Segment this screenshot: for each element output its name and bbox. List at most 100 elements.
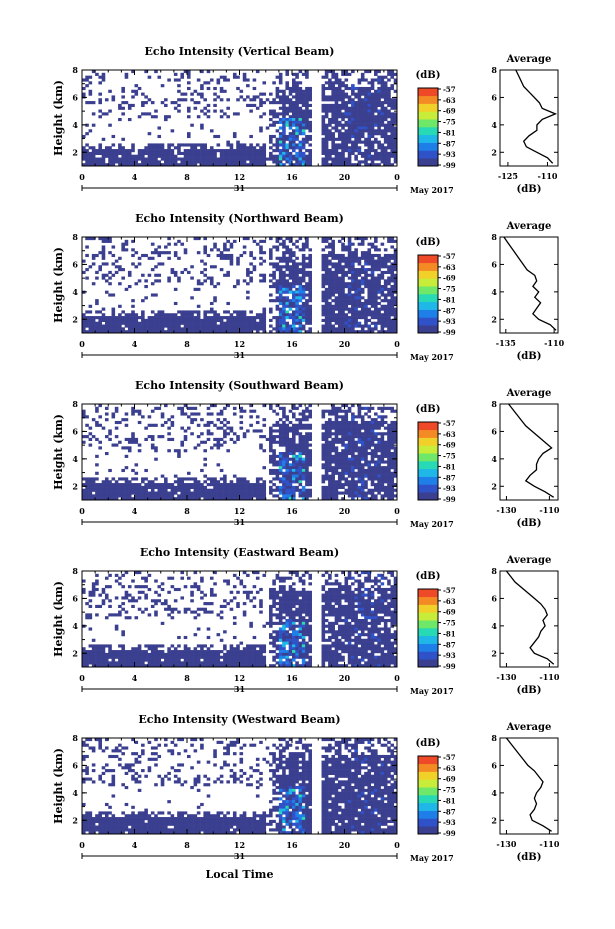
heatmap-cell [229,262,234,266]
heatmap-cell [334,290,339,294]
heatmap-cell [387,157,391,161]
heatmap-cell [88,92,93,96]
heatmap-cell [124,437,129,441]
heatmap-cell [380,480,385,484]
heatmap-cell [331,265,335,269]
heatmap-cell [282,163,286,167]
heatmap-cell [288,92,293,96]
heatmap-cell [370,273,375,277]
heatmap-cell [374,259,378,263]
heatmap-cell [295,318,299,322]
heatmap-cell [328,301,332,306]
heatmap-cell [347,282,352,286]
heatmap-cell [249,409,253,413]
heatmap-cell [255,415,260,419]
heatmap-cell [278,287,283,291]
heatmap-cell [321,109,326,113]
heatmap-cell [377,282,381,286]
heatmap-cell [150,443,155,447]
heatmap-cell [347,480,352,484]
heatmap-cell [124,497,129,501]
heatmap-cell [282,126,286,130]
heatmap-cell [275,149,280,153]
heatmap-cell [374,132,378,136]
heatmap-cell [383,285,388,289]
heatmap-cell [121,477,125,481]
heatmap-cell [278,154,283,158]
heatmap-cell [331,318,335,322]
heatmap-cell [334,101,339,105]
heatmap-cell [170,149,175,153]
heatmap-cell [377,273,381,277]
heatmap-cell [344,103,349,107]
colorbar-swatch [418,255,438,264]
heatmap-cell [170,423,175,427]
heatmap-cell [144,253,148,258]
heatmap-cell [278,330,283,334]
heatmap-cell [203,151,207,155]
heatmap-cell [118,151,122,155]
heatmap-cell [187,488,191,492]
heatmap-cell [295,160,299,164]
heatmap-cell [370,488,375,492]
heatmap-cell [383,75,388,79]
heatmap-cell [196,423,201,427]
heatmap-cell [288,491,293,495]
heatmap-cell [347,163,352,167]
heatmap-cell [298,268,303,272]
heatmap-cell [82,494,86,498]
x-tick-label: 8 [184,506,190,516]
heatmap-cell [187,160,191,164]
heatmap-cell [321,151,326,155]
heatmap-cell [387,146,391,150]
heatmap-cell [88,330,93,334]
heatmap-cell [390,146,395,150]
heatmap-cell [187,485,191,489]
heatmap-cell [111,412,116,416]
heatmap-cell [203,146,207,150]
heatmap-cell [357,460,362,464]
heatmap-cell [295,432,299,436]
heatmap-cell [262,101,267,105]
heatmap-cell [275,485,280,489]
heatmap-cell [393,321,398,325]
heatmap-cell [242,477,247,481]
heatmap-cell [337,287,342,291]
heatmap-cell [121,106,125,110]
heatmap-cell [390,253,395,258]
heatmap-cell [364,491,368,495]
heatmap-cell [337,480,342,484]
heatmap-cell [167,437,171,441]
heatmap-cell [295,449,299,453]
heatmap-cell [393,259,398,263]
heatmap-cell [209,318,214,322]
colorbar-swatch [418,317,438,326]
heatmap-cell [131,491,135,495]
heatmap-cell [360,239,365,243]
heatmap-cell [242,324,247,328]
heatmap-cell [328,418,332,422]
heatmap-cell [383,106,388,110]
heatmap-cell [374,239,378,243]
heatmap-cell [141,415,145,419]
heatmap-cell [229,143,234,147]
heatmap-cell [108,251,112,255]
heatmap-cell [328,488,332,492]
heatmap-cell [288,443,293,447]
heatmap-cell [239,485,244,489]
heatmap-cell [357,95,362,99]
heatmap-cell [295,466,299,470]
heatmap-cell [374,435,378,439]
heatmap-cell [262,146,267,150]
heatmap-cell [223,488,227,492]
heatmap-cell [150,101,155,105]
heatmap-cell [114,324,119,328]
heatmap-cell [328,449,332,453]
heatmap-cell [380,293,385,297]
heatmap-cell [95,157,99,161]
heatmap-cell [370,265,375,269]
colorbar-tick-label: -93 [443,150,456,159]
heatmap-cell [167,432,171,436]
heatmap-cell [351,149,355,153]
heatmap-cell [285,112,290,116]
